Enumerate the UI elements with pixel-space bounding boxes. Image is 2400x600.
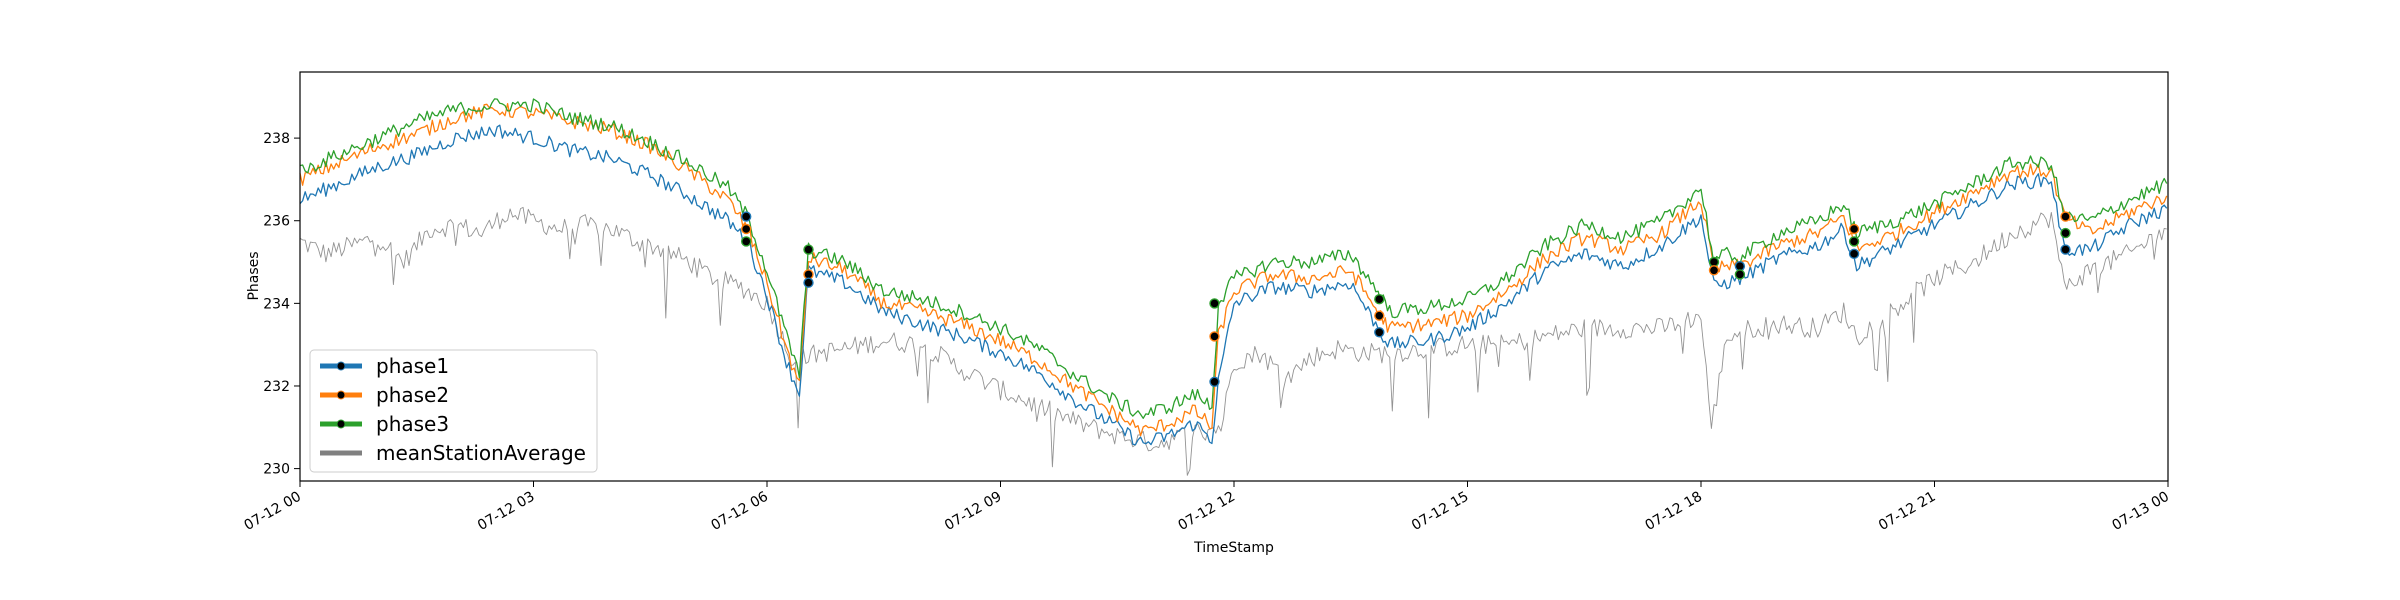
event-marker [1734,269,1746,280]
event-marker [1848,236,1860,247]
plot-area [299,98,2168,476]
event-marker [1374,294,1385,305]
y-tick-label: 232 [263,379,290,395]
legend-label-phase3: phase3 [376,412,449,436]
event-marker [1209,298,1220,309]
y-tick-label: 234 [263,296,290,312]
series-line-meanStationAverage [299,206,2167,476]
legend-label-phase1: phase1 [376,354,449,378]
series-line-phase1 [299,124,2168,446]
event-marker [1374,310,1385,321]
event-marker [803,277,814,288]
event-marker [1374,327,1385,338]
event-marker [1209,331,1220,342]
event-marker [1848,248,1860,260]
y-axis-title: Phases [246,251,262,300]
event-marker [1708,265,1720,276]
legend-marker-phase1 [336,361,346,371]
legend-marker-phase3 [336,419,346,429]
event-marker [2060,211,2071,222]
event-marker [741,211,752,222]
event-marker [2060,244,2071,255]
y-tick-label: 238 [263,131,290,147]
event-marker [2060,227,2071,239]
event-marker [803,244,814,255]
legend-marker-phase2 [336,390,346,400]
event-marker [741,223,752,235]
event-marker [1209,376,1220,387]
legend-box [309,349,598,473]
y-axis: 230 232 234 236 238 [263,131,300,478]
legend-label-phase2: phase2 [376,383,449,407]
event-marker [1848,223,1860,235]
event-marker [741,236,752,247]
y-tick-label: 230 [263,462,290,478]
y-tick-label: 236 [263,214,290,230]
legend-label-meanStationAverage: meanStationAverage [376,441,586,465]
x-axis-title: TimeStamp [1193,540,1274,556]
legend: phase1 phase2 phase3 meanStationAverage [309,349,598,473]
marker-layer [741,211,2071,387]
